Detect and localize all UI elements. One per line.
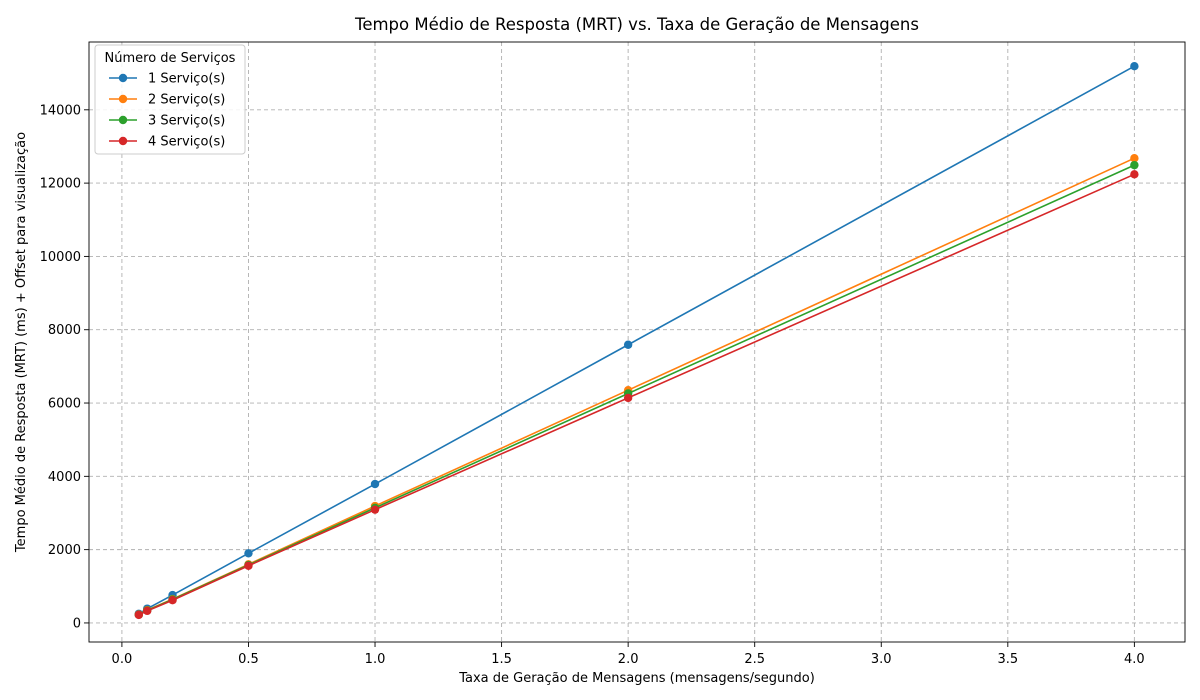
x-tick-label: 2.0: [618, 652, 639, 667]
data-point: [1130, 153, 1139, 163]
legend-items: 1 Serviço(s) 2 Serviço(s) 3 Serviço(s) 4 Se…: [109, 72, 225, 150]
x-tick-label: 2.5: [744, 652, 765, 667]
legend-item: 3 Serviço(s): [109, 114, 225, 129]
y-tick-label: 12000: [40, 177, 81, 192]
x-axis: 0.0 0.5 1.0 1.5 2.0 2.5 3.0 3.5 4.0: [112, 642, 1145, 667]
y-tick-label: 2000: [48, 543, 81, 558]
x-axis-label: Taxa de Geração de Mensagens (mensagens/…: [458, 671, 815, 686]
x-tick-label: 3.5: [997, 652, 1018, 667]
legend-label: 2 Serviço(s): [148, 93, 225, 108]
y-axis-label: Tempo Médio de Resposta (MRT) (ms) + Off…: [14, 132, 29, 553]
y-tick-label: 8000: [48, 323, 81, 338]
y-tick-label: 4000: [48, 470, 81, 485]
x-tick-label: 0.5: [238, 652, 259, 667]
y-tick-label: 0: [73, 616, 81, 631]
data-point: [623, 393, 633, 403]
data-point: [134, 610, 143, 620]
legend-label: 4 Serviço(s): [148, 135, 225, 150]
legend-label: 3 Serviço(s): [148, 114, 225, 129]
data-point: [244, 561, 253, 570]
chart-title: Tempo Médio de Resposta (MRT) vs. Taxa d…: [354, 15, 919, 34]
x-tick-label: 1.5: [491, 652, 512, 667]
series-4: [134, 170, 1139, 620]
legend-item: 4 Serviço(s): [109, 135, 225, 150]
x-tick-label: 3.0: [871, 652, 892, 667]
data-point: [370, 505, 380, 514]
legend-marker: [118, 136, 128, 146]
legend-box: [94, 44, 246, 155]
legend-item: 1 Serviço(s): [109, 72, 225, 87]
data-point: [1130, 160, 1139, 170]
data-point: [1130, 61, 1139, 71]
legend-marker: [118, 73, 128, 83]
series-group: [134, 61, 1139, 620]
plot-frame: [88, 41, 1186, 643]
data-point: [623, 340, 633, 349]
data-point: [143, 606, 152, 616]
data-point: [168, 596, 177, 605]
x-tick-label: 0.0: [112, 652, 133, 667]
data-point: [370, 479, 380, 489]
y-axis: 0 2000 4000 6000 8000 10000 12000 14000: [40, 103, 89, 631]
legend-title: Número de Serviços: [105, 51, 236, 66]
data-point: [1130, 170, 1139, 179]
legend-item: 2 Serviço(s): [109, 93, 225, 108]
legend-label: 1 Serviço(s): [148, 72, 225, 87]
data-point: [244, 549, 253, 558]
grid: [89, 42, 1185, 642]
legend-marker: [118, 115, 128, 125]
x-tick-label: 1.0: [365, 652, 386, 667]
legend: Número de Serviços 1 Serviço(s) 2 Serviço…: [94, 44, 246, 155]
y-tick-label: 14000: [40, 103, 81, 118]
y-tick-label: 6000: [48, 397, 81, 412]
y-tick-label: 10000: [40, 250, 81, 265]
legend-marker: [118, 94, 128, 104]
x-tick-label: 4.0: [1124, 652, 1145, 667]
